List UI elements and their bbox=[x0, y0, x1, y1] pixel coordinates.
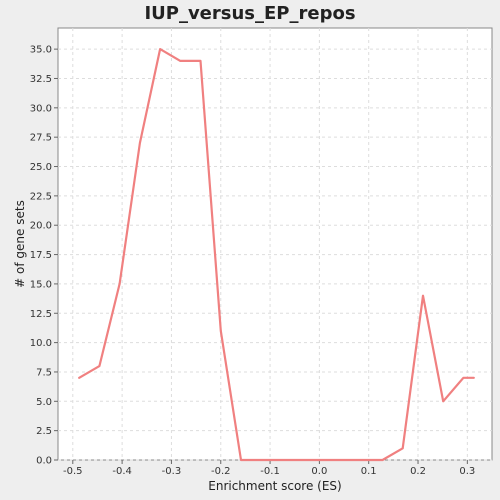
y-tick-label: 32.5 bbox=[30, 74, 52, 85]
series-lines bbox=[78, 47, 475, 462]
y-tick-label: 25.0 bbox=[30, 162, 52, 173]
x-tick-label: -0.1 bbox=[260, 466, 280, 477]
x-tick-label: 0.2 bbox=[410, 466, 426, 477]
axes: -0.5 -0.4 -0.3 -0.2 -0.1 0.0 0.1 0.2 0.3 0.0 2.5 5.… bbox=[30, 45, 476, 477]
x-tick-label: -0.4 bbox=[112, 466, 132, 477]
y-tick-label: 5.0 bbox=[36, 397, 52, 408]
series-line bbox=[78, 47, 475, 462]
y-tick-label: 0.0 bbox=[36, 456, 52, 467]
x-tick-label: -0.2 bbox=[211, 466, 231, 477]
x-tick-label: 0.1 bbox=[361, 466, 377, 477]
y-tick-label: 15.0 bbox=[30, 279, 52, 290]
x-tick-label: 0.3 bbox=[459, 466, 475, 477]
plot-area bbox=[57, 27, 493, 461]
y-axis-label: # of gene sets bbox=[13, 200, 27, 288]
y-tick-label: 22.5 bbox=[30, 191, 52, 202]
x-tick-label: 0.0 bbox=[311, 466, 327, 477]
y-tick-label: 27.5 bbox=[30, 133, 52, 144]
y-tick-label: 7.5 bbox=[36, 367, 52, 378]
x-axis-label: Enrichment score (ES) bbox=[208, 479, 341, 493]
chart-title: IUP_versus_EP_repos bbox=[144, 3, 355, 24]
y-tick-label: 20.0 bbox=[30, 221, 52, 232]
y-tick-label: 10.0 bbox=[30, 338, 52, 349]
x-tick-label: -0.5 bbox=[63, 466, 83, 477]
y-tick-label: 2.5 bbox=[36, 426, 52, 437]
y-tick-label: 35.0 bbox=[30, 45, 52, 56]
y-tick-label: 30.0 bbox=[30, 103, 52, 114]
y-tick-label: 12.5 bbox=[30, 309, 52, 320]
y-tick-label: 17.5 bbox=[30, 250, 52, 261]
x-tick-label: -0.3 bbox=[162, 466, 182, 477]
